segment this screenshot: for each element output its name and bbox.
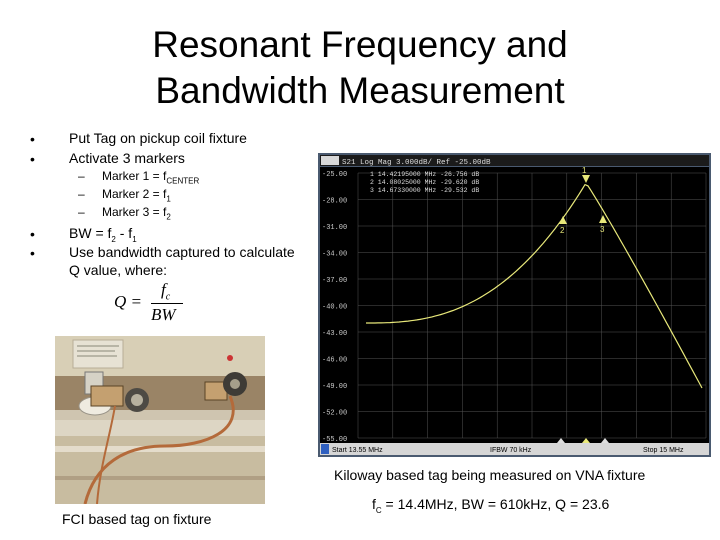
vna-footer-start: Start 13.55 MHz — [332, 447, 383, 454]
formula-numerator: fc — [161, 280, 170, 302]
vna-header-text: S21 Log Mag 3.000dB/ Ref -25.00dB — [342, 159, 491, 167]
formula-num-sub: c — [165, 291, 171, 303]
vna-marker-3: 3 — [599, 215, 607, 234]
vna-marker-row-3: 3 14.67330000 MHz -29.532 dB — [370, 187, 479, 194]
result-f-sub: C — [375, 505, 382, 515]
vna-footer-stop: Stop 15 MHz — [643, 447, 684, 454]
bullet-dot: • — [30, 245, 35, 261]
vna-y-tick-label: -28.00 — [322, 198, 347, 206]
marker-2-subscript: 1 — [166, 194, 171, 204]
fci-fixture-photo — [55, 336, 265, 505]
fixture-photo-drawing — [55, 336, 265, 505]
bw-text-b: - f — [115, 225, 133, 241]
photo-caption: FCI based tag on fixture — [62, 511, 212, 527]
result-f: f — [372, 496, 376, 512]
bullet-dot: • — [30, 151, 35, 167]
result-caption: fC = 14.4MHz, BW = 610kHz, Q = 23.6 — [372, 496, 609, 515]
marker-1-subscript: CENTER — [166, 176, 200, 186]
marker-1-text: Marker 1 = f — [102, 169, 167, 183]
marker-2-text: Marker 2 = f — [102, 187, 167, 201]
title-line-2: Bandwidth Measurement — [155, 70, 565, 111]
vna-channel-tag — [321, 156, 339, 165]
vna-y-tick-label: -37.00 — [322, 277, 347, 285]
formula-lhs: Q = — [114, 292, 142, 311]
bullet-use-bandwidth-line-2: Q value, where: — [69, 262, 168, 278]
q-formula: Q = fc BW — [114, 280, 194, 326]
vna-y-axis-labels: -25.00 -28.00 -31.00 -34.00 -37.00 -40.00 -43.… — [322, 171, 347, 444]
bullet-use-bandwidth-line-1: Use bandwidth captured to calculate — [69, 244, 295, 260]
bw-sub-1: 2 — [111, 234, 116, 244]
bullet-activate-markers: Activate 3 markers — [69, 150, 185, 166]
vna-y-tick-label: -31.00 — [322, 224, 347, 232]
bullet-put-tag: Put Tag on pickup coil fixture — [69, 130, 247, 146]
vna-screen: S21 Log Mag 3.000dB/ Ref -25.00dB -25.00… — [318, 153, 711, 457]
sub-bullet-marker-3: Marker 3 = f2 — [102, 205, 171, 221]
title-line-1: Resonant Frequency and — [152, 24, 568, 65]
sub-bullet-dash: – — [78, 187, 85, 201]
vna-y-tick-label: -46.00 — [322, 357, 347, 365]
marker-3-text: Marker 3 = f — [102, 205, 167, 219]
vna-marker-1: 1 — [582, 166, 590, 183]
vna-screen-drawing: S21 Log Mag 3.000dB/ Ref -25.00dB -25.00… — [318, 153, 711, 457]
vna-caption: Kiloway based tag being measured on VNA … — [334, 467, 646, 483]
vna-footer-ifbw: IFBW 70 kHz — [490, 447, 532, 454]
vna-marker-row-2: 2 14.08025000 MHz -29.620 dB — [370, 179, 479, 186]
vna-y-tick-label: -55.00 — [322, 436, 347, 444]
svg-text:2: 2 — [560, 226, 565, 235]
sub-bullet-marker-1: Marker 1 = fCENTER — [102, 169, 199, 185]
sub-bullet-dash: – — [78, 205, 85, 219]
bw-text-a: BW = f — [69, 225, 112, 241]
vna-y-tick-label: -49.00 — [322, 383, 347, 391]
vna-bottom-marker-2 — [582, 438, 590, 443]
vna-bottom-marker-1 — [557, 438, 565, 443]
bw-sub-2: 1 — [132, 234, 137, 244]
vna-marker-2: 2 — [559, 216, 567, 235]
formula-denominator: BW — [151, 305, 176, 324]
vna-footer-bar — [320, 443, 709, 455]
vna-y-tick-label: -43.00 — [322, 330, 347, 338]
vna-horizontal-grid — [358, 172, 706, 439]
bullet-dot: • — [30, 226, 35, 242]
vna-trace — [366, 183, 703, 389]
vna-marker-row-1: 1 14.42195000 MHz -26.756 dB — [370, 171, 479, 178]
formula-fraction-bar — [151, 303, 183, 304]
result-values: = 14.4MHz, BW = 610kHz, Q = 23.6 — [381, 496, 610, 512]
vna-bottom-marker-3 — [601, 438, 609, 443]
formula-num-f: f — [161, 280, 166, 299]
vna-y-tick-label: -25.00 — [322, 171, 347, 179]
bullet-bw: BW = f2 - f1 — [69, 224, 137, 249]
svg-text:1: 1 — [582, 166, 587, 175]
svg-text:3: 3 — [600, 225, 605, 234]
vna-y-tick-label: -52.00 — [322, 410, 347, 418]
vna-y-tick-label: -40.00 — [322, 304, 347, 312]
bullet-dot: • — [30, 131, 35, 147]
slide-title: Resonant Frequency and Bandwidth Measure… — [0, 22, 720, 114]
vna-plot-area — [320, 167, 709, 443]
vna-y-tick-label: -34.00 — [322, 251, 347, 259]
vna-header-bar — [320, 155, 709, 166]
marker-3-subscript: 2 — [166, 212, 171, 222]
bullet-use-bandwidth: Use bandwidth captured to calculate Q val… — [69, 243, 295, 279]
sub-bullet-dash: – — [78, 169, 85, 183]
sub-bullet-marker-2: Marker 2 = f1 — [102, 187, 171, 203]
